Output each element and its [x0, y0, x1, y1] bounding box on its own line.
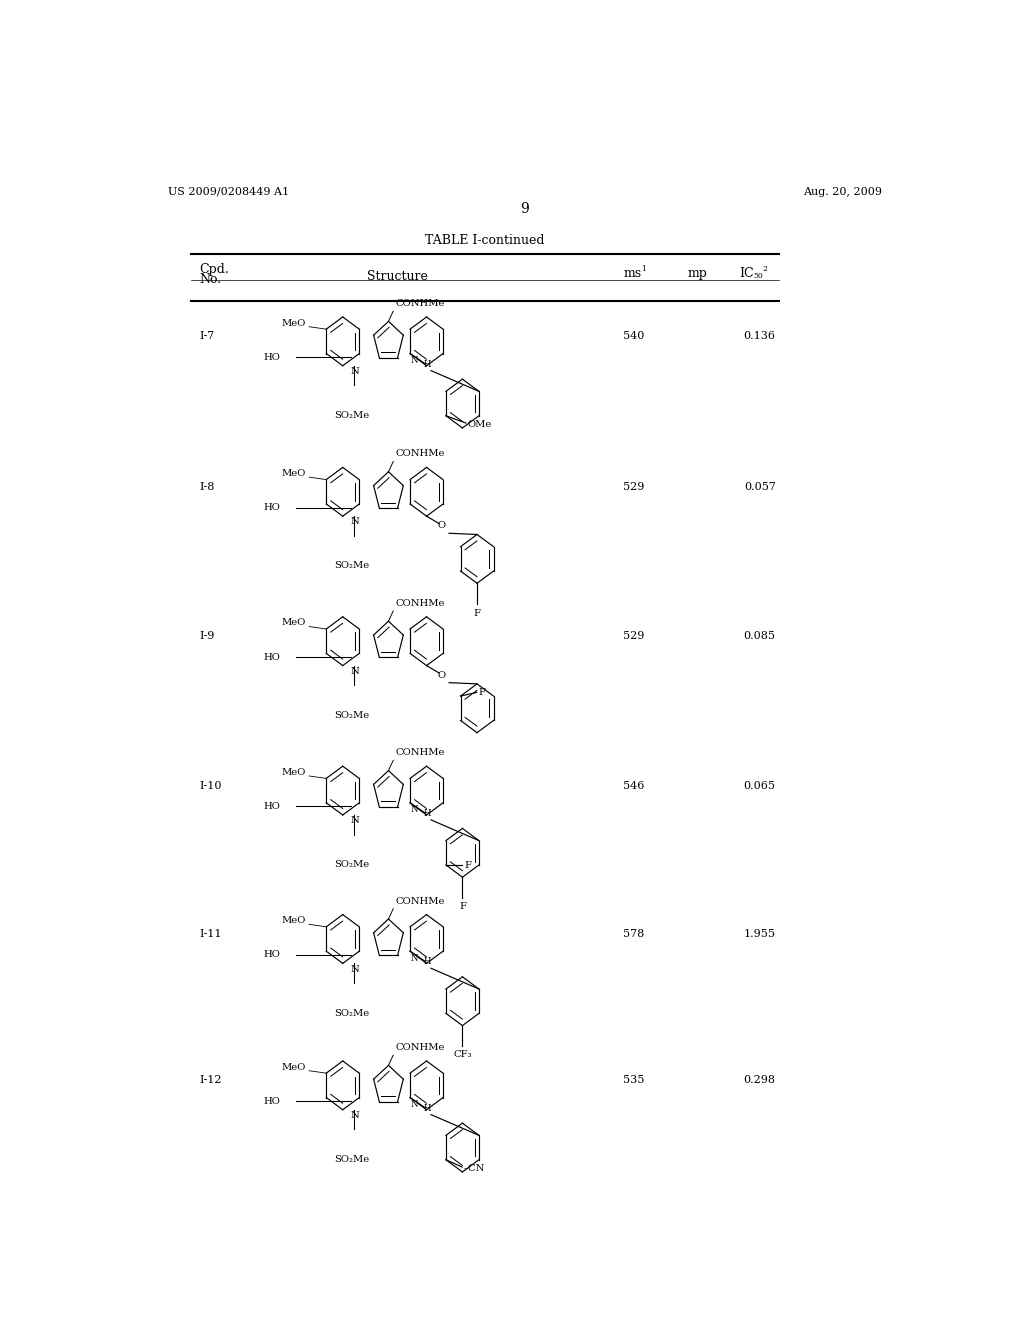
Text: H: H: [424, 1104, 431, 1113]
Text: O: O: [437, 671, 445, 680]
Text: HO: HO: [263, 803, 280, 810]
Text: I-10: I-10: [200, 780, 222, 791]
Text: SO₂Me: SO₂Me: [335, 561, 370, 570]
Text: H: H: [424, 809, 431, 818]
Text: HO: HO: [263, 352, 280, 362]
Text: MeO: MeO: [282, 1063, 306, 1072]
Text: OMe: OMe: [468, 420, 493, 429]
Text: F: F: [459, 902, 466, 911]
Text: F: F: [464, 861, 471, 870]
Text: MeO: MeO: [282, 318, 306, 327]
Text: US 2009/0208449 A1: US 2009/0208449 A1: [168, 187, 289, 197]
Text: F: F: [478, 688, 485, 697]
Text: –CN: –CN: [464, 1164, 485, 1172]
Text: SO₂Me: SO₂Me: [335, 1155, 370, 1164]
Text: 529: 529: [623, 631, 644, 642]
Text: N: N: [411, 953, 418, 962]
Text: I-12: I-12: [200, 1076, 222, 1085]
Text: HO: HO: [263, 503, 280, 512]
Text: MeO: MeO: [282, 469, 306, 478]
Text: H: H: [424, 957, 431, 966]
Text: 50: 50: [754, 272, 763, 280]
Text: 546: 546: [623, 780, 644, 791]
Text: 0.085: 0.085: [743, 631, 776, 642]
Text: I-11: I-11: [200, 929, 222, 939]
Text: N: N: [350, 667, 358, 676]
Text: Cpd.: Cpd.: [200, 263, 229, 276]
Text: Structure: Structure: [368, 271, 428, 284]
Text: CONHMe: CONHMe: [395, 896, 444, 906]
Text: 535: 535: [623, 1076, 644, 1085]
Text: 578: 578: [623, 929, 644, 939]
Text: No.: No.: [200, 273, 221, 286]
Text: SO₂Me: SO₂Me: [335, 861, 370, 869]
Text: 0.057: 0.057: [743, 482, 775, 491]
Text: 540: 540: [623, 331, 644, 342]
Text: O: O: [437, 521, 445, 531]
Text: N: N: [350, 816, 358, 825]
Text: Aug. 20, 2009: Aug. 20, 2009: [803, 187, 882, 197]
Text: CF₃: CF₃: [454, 1049, 472, 1059]
Text: CONHMe: CONHMe: [395, 1043, 444, 1052]
Text: SO₂Me: SO₂Me: [335, 710, 370, 719]
Text: I-8: I-8: [200, 482, 215, 491]
Text: N: N: [350, 965, 358, 974]
Text: MeO: MeO: [282, 618, 306, 627]
Text: N: N: [350, 1111, 358, 1119]
Text: H: H: [424, 360, 431, 368]
Text: 0.136: 0.136: [743, 331, 776, 342]
Text: I-7: I-7: [200, 331, 215, 342]
Text: N: N: [350, 517, 358, 527]
Text: HO: HO: [263, 652, 280, 661]
Text: N: N: [411, 356, 418, 364]
Text: 529: 529: [623, 482, 644, 491]
Text: CONHMe: CONHMe: [395, 748, 444, 758]
Text: mp: mp: [687, 267, 708, 280]
Text: N: N: [411, 1100, 418, 1109]
Text: CONHMe: CONHMe: [395, 449, 444, 458]
Text: SO₂Me: SO₂Me: [335, 1008, 370, 1018]
Text: HO: HO: [263, 950, 280, 960]
Text: 1: 1: [641, 265, 645, 273]
Text: TABLE I-continued: TABLE I-continued: [425, 234, 545, 247]
Text: MeO: MeO: [282, 768, 306, 776]
Text: F: F: [473, 609, 480, 618]
Text: 1.955: 1.955: [743, 929, 776, 939]
Text: I-9: I-9: [200, 631, 215, 642]
Text: 9: 9: [520, 202, 529, 216]
Text: ms: ms: [624, 267, 642, 280]
Text: CONHMe: CONHMe: [395, 298, 444, 308]
Text: 0.298: 0.298: [743, 1076, 776, 1085]
Text: CONHMe: CONHMe: [395, 599, 444, 607]
Text: SO₂Me: SO₂Me: [335, 411, 370, 420]
Text: N: N: [350, 367, 358, 376]
Text: 2: 2: [763, 265, 768, 273]
Text: N: N: [411, 805, 418, 814]
Text: IC: IC: [739, 267, 754, 280]
Text: HO: HO: [263, 1097, 280, 1106]
Text: 0.065: 0.065: [743, 780, 776, 791]
Text: MeO: MeO: [282, 916, 306, 925]
